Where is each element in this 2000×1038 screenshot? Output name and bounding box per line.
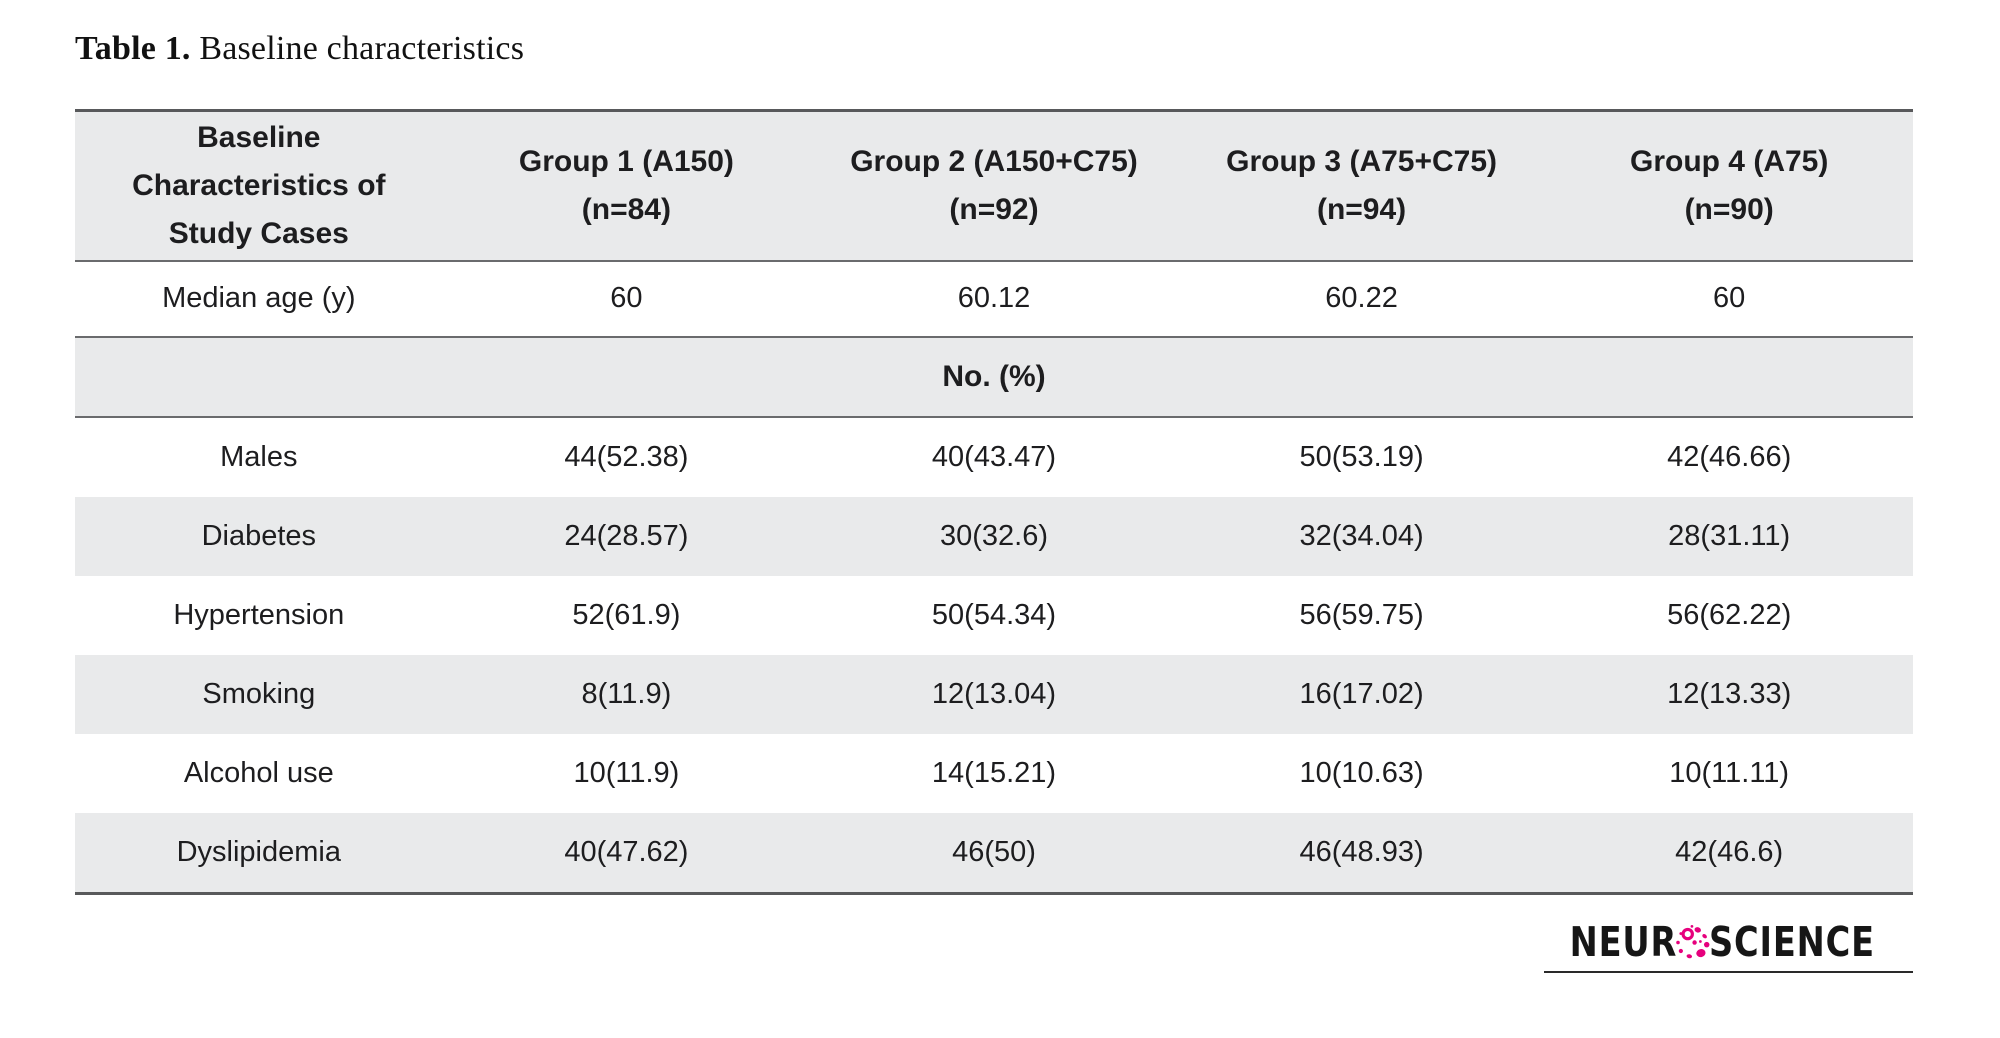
table-header-row: Baseline Characteristics of Study Cases …	[75, 112, 1913, 262]
table-row-median-age: Median age (y) 60 60.12 60.22 60	[75, 262, 1913, 338]
header-group-3-name: Group 3 (A75+C75)	[1226, 145, 1498, 178]
cell-value: 16(17.02)	[1299, 677, 1424, 710]
row-label: Alcohol use	[183, 756, 334, 789]
cell-value: 10(11.11)	[1669, 756, 1790, 789]
table-row-hypertension: Hypertension 52(61.9) 50(54.34) 56(59.75…	[75, 576, 1913, 655]
cell-value: 24(28.57)	[564, 519, 689, 552]
header-group-4: Group 4 (A75) (n=90)	[1545, 112, 1913, 260]
baseline-characteristics-table: Baseline Characteristics of Study Cases …	[75, 109, 1913, 895]
row-label: Smoking	[202, 677, 316, 710]
table-caption-number: Table 1.	[75, 30, 191, 67]
cell-value: 50(53.19)	[1299, 440, 1424, 473]
median-age-group-2: 60.12	[957, 282, 1031, 315]
table-row-dyslipidemia: Dyslipidemia 40(47.62) 46(50) 46(48.93) …	[75, 813, 1913, 892]
table-row-smoking: Smoking 8(11.9) 12(13.04) 16(17.02) 12(1…	[75, 655, 1913, 734]
row-label: Males	[220, 440, 298, 473]
cell-value: 46(50)	[952, 835, 1036, 868]
cell-value: 10(11.9)	[573, 756, 680, 789]
table-caption-text: Baseline characteristics	[199, 30, 525, 67]
header-group-1: Group 1 (A150) (n=84)	[443, 112, 811, 260]
header-group-3-n: (n=94)	[1316, 193, 1407, 226]
header-group-1-n: (n=84)	[581, 193, 671, 226]
cell-value: 44(52.38)	[564, 440, 689, 473]
neuroscience-journal-logo: NEUR SCIENCE	[1543, 918, 1913, 973]
cell-value: 46(48.93)	[1299, 835, 1424, 868]
cell-value: 14(15.21)	[931, 756, 1057, 789]
row-label: Hypertension	[173, 598, 345, 631]
row-label: Diabetes	[201, 519, 317, 552]
logo-text-right: SCIENCE	[1708, 918, 1875, 966]
table-section-header: No. (%)	[75, 338, 1913, 418]
cell-value: 12(13.04)	[931, 677, 1057, 710]
table-caption: Table 1. Baseline characteristics	[75, 30, 524, 68]
header-group-4-n: (n=90)	[1684, 193, 1774, 226]
cell-value: 28(31.11)	[1668, 519, 1791, 552]
cell-value: 8(11.9)	[581, 677, 672, 710]
header-group-3: Group 3 (A75+C75) (n=94)	[1178, 112, 1546, 260]
median-age-group-1: 60	[610, 282, 643, 315]
cell-value: 42(46.66)	[1667, 440, 1792, 473]
header-group-2-n: (n=92)	[949, 193, 1039, 226]
header-group-2-name: Group 2 (A150+C75)	[850, 145, 1138, 178]
cell-value: 56(62.22)	[1667, 598, 1792, 631]
table-row-diabetes: Diabetes 24(28.57) 30(32.6) 32(34.04) 28…	[75, 497, 1913, 576]
cell-value: 12(13.33)	[1667, 677, 1792, 710]
median-age-group-4: 60	[1713, 282, 1746, 315]
cell-value: 52(61.9)	[572, 598, 681, 631]
logo-text-left: NEUR	[1569, 918, 1677, 966]
cell-value: 40(47.62)	[564, 835, 689, 868]
header-group-1-name: Group 1 (A150)	[518, 145, 734, 178]
cell-value: 10(10.63)	[1299, 756, 1424, 789]
median-age-group-3: 60.22	[1325, 282, 1398, 315]
header-row-label: Baseline Characteristics of Study Cases	[132, 121, 386, 250]
row-label: Median age (y)	[162, 282, 356, 315]
cell-value: 42(46.6)	[1675, 835, 1784, 868]
row-label: Dyslipidemia	[176, 835, 341, 868]
cell-value: 30(32.6)	[939, 519, 1048, 552]
cell-value: 40(43.47)	[931, 440, 1057, 473]
cell-value: 50(54.34)	[931, 598, 1057, 631]
cell-value: 56(59.75)	[1299, 598, 1424, 631]
header-group-4-name: Group 4 (A75)	[1629, 145, 1829, 178]
table-row-alcohol-use: Alcohol use 10(11.9) 14(15.21) 10(10.63)…	[75, 734, 1913, 813]
cell-value: 32(34.04)	[1299, 519, 1424, 552]
neuroscience-cell-icon	[1675, 924, 1710, 958]
header-group-2: Group 2 (A150+C75) (n=92)	[810, 112, 1178, 260]
table-row-males: Males 44(52.38) 40(43.47) 50(53.19) 42(4…	[75, 418, 1913, 497]
